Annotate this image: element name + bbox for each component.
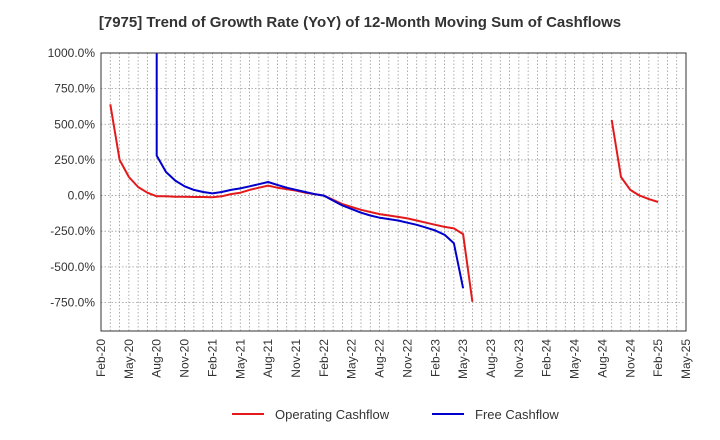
x-tick-label: Feb-23 — [428, 339, 442, 377]
x-tick-label: Aug-20 — [150, 339, 164, 378]
x-tick-label: Feb-22 — [317, 339, 331, 377]
x-tick-label: Nov-23 — [512, 339, 526, 378]
y-tick-label: 0.0% — [68, 189, 96, 203]
y-tick-label: -250.0% — [50, 224, 95, 238]
series-line — [109, 104, 474, 302]
x-tick-label: Feb-24 — [540, 339, 554, 377]
plot-area-border — [100, 52, 687, 332]
x-tick-label: Nov-21 — [289, 339, 303, 378]
x-tick-label: Feb-20 — [94, 339, 108, 377]
x-tick-label: Aug-21 — [261, 339, 275, 378]
series-line — [155, 53, 465, 289]
x-tick-label: May-22 — [345, 339, 359, 379]
x-tick-label: May-24 — [568, 339, 582, 379]
axes: 1000.0% 750.0% 500.0% 250.0% 0.0% -250.0% -500… — [48, 46, 693, 379]
y-tick-label: 250.0% — [54, 153, 95, 167]
x-tick-label: Feb-25 — [651, 339, 665, 377]
y-tick-label: 500.0% — [54, 117, 95, 131]
legend-label: Free Cashflow — [475, 407, 559, 422]
x-tick-label: Nov-20 — [178, 339, 192, 378]
series-line — [610, 119, 659, 203]
x-tick-label: Aug-22 — [373, 339, 387, 378]
x-tick-label: Feb-21 — [205, 339, 219, 377]
chart-title: [7975] Trend of Growth Rate (YoY) of 12-… — [98, 14, 622, 31]
x-tick-label: Nov-22 — [400, 339, 414, 378]
y-tick-label: 1000.0% — [48, 46, 96, 60]
y-tick-label: -500.0% — [50, 260, 95, 274]
grid — [100, 52, 687, 331]
x-tick-label: May-20 — [122, 339, 136, 379]
x-tick-label: Aug-24 — [595, 339, 609, 378]
x-tick-label: Nov-24 — [623, 339, 637, 378]
x-tick-label: Aug-23 — [484, 339, 498, 378]
y-tick-label: -750.0% — [50, 295, 95, 309]
y-tick-label: 750.0% — [54, 82, 95, 96]
legend: Operating Cashflow Free Cashflow — [232, 407, 559, 422]
x-tick-label: May-23 — [456, 339, 470, 379]
x-tick-label: May-21 — [233, 339, 247, 379]
x-tick-label: May-25 — [679, 339, 693, 379]
series-layer — [109, 53, 659, 302]
legend-label: Operating Cashflow — [275, 407, 390, 422]
